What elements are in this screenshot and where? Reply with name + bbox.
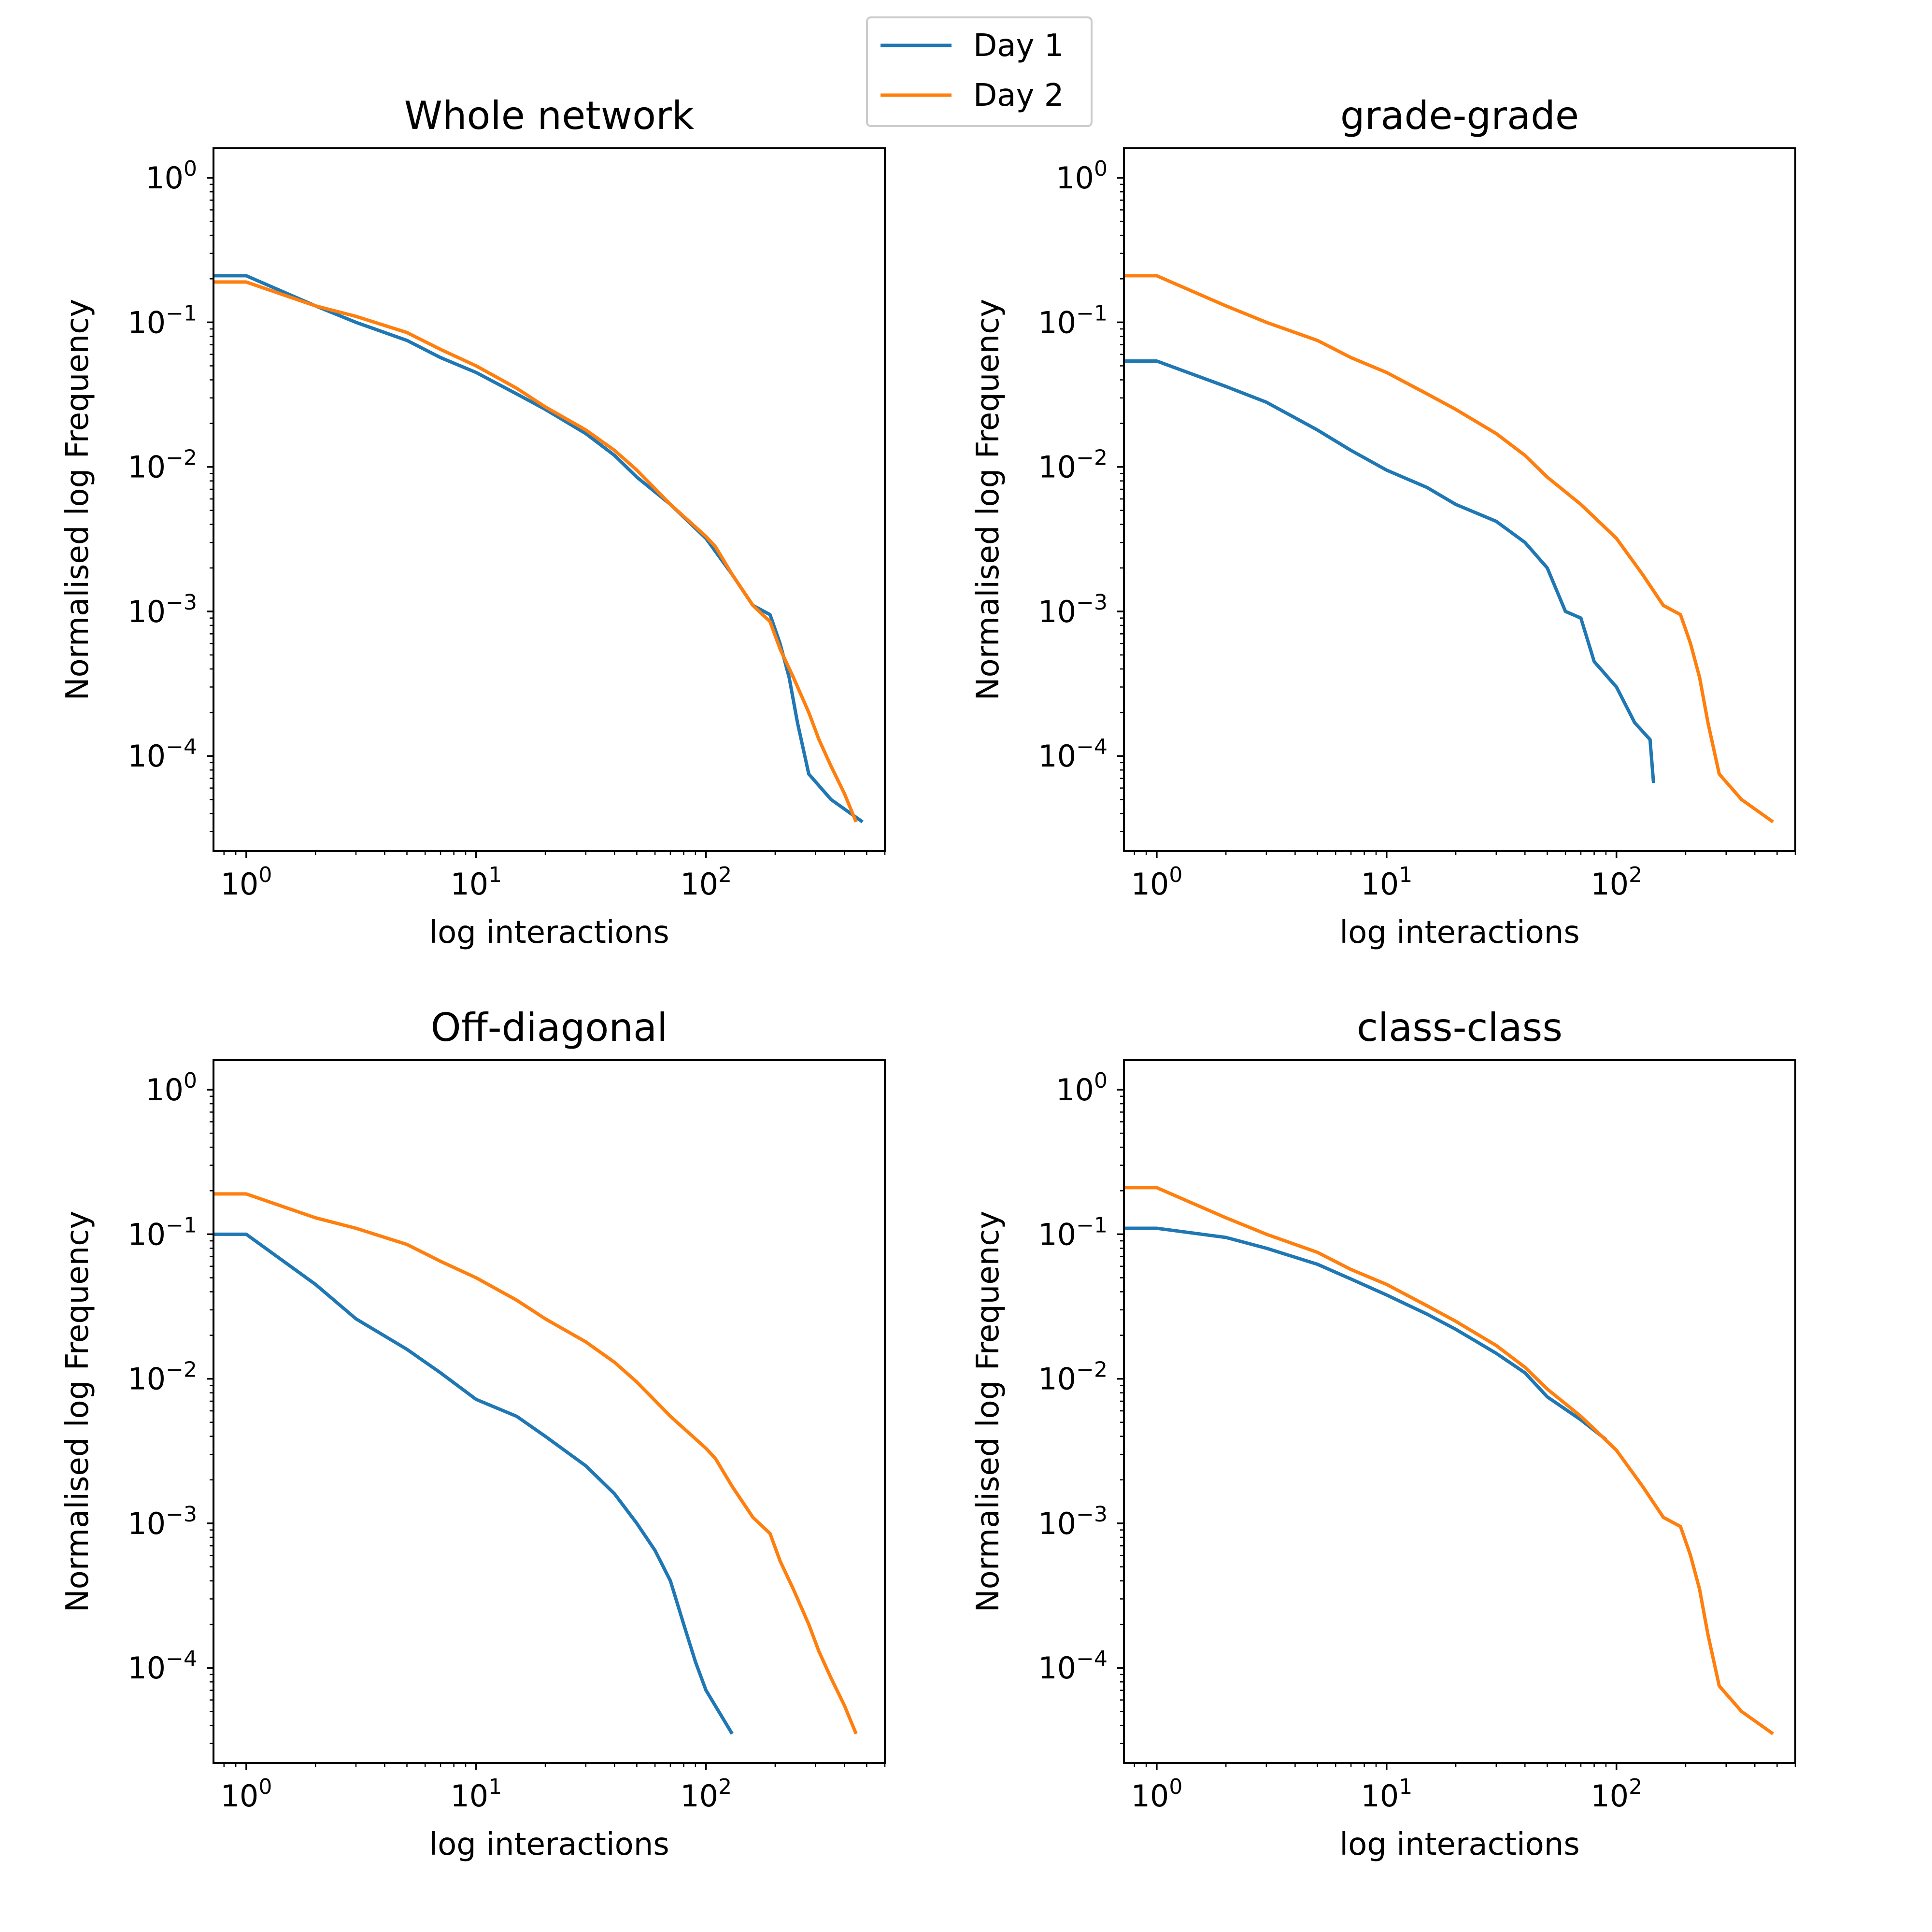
- x-tick-label: 101: [1361, 1775, 1412, 1814]
- x-axis-label: log interactions: [1339, 1827, 1579, 1862]
- y-tick-label: 10−4: [128, 735, 197, 774]
- y-axis-label: Normalised log Frequency: [60, 299, 96, 701]
- plot-area: [1124, 274, 1774, 824]
- y-tick-label: 10−3: [1038, 1502, 1108, 1541]
- subplot-class-class: 100 101 102 100 10−1 10−2 10−3 10−4 class-class l…: [970, 1005, 1796, 1862]
- series-line-day-2: [213, 280, 858, 823]
- y-tick-label: 100: [145, 1068, 197, 1108]
- legend-label-day-1: Day 1: [973, 28, 1064, 64]
- series-line-day-1: [213, 274, 864, 824]
- series-line-day-2: [213, 1192, 858, 1735]
- subplot-title: Whole network: [404, 93, 695, 138]
- y-axis-label: Normalised log Frequency: [970, 299, 1006, 701]
- y-tick-label: 10−4: [1038, 735, 1108, 774]
- y-tick-label: 10−4: [1038, 1647, 1108, 1686]
- subplot-title: grade-grade: [1340, 93, 1579, 138]
- y-tick-label: 10−1: [1038, 301, 1108, 340]
- y-tick-label: 10−2: [128, 446, 197, 485]
- y-tick-label: 10−1: [128, 1213, 197, 1252]
- x-tick-label: 102: [680, 1775, 732, 1814]
- y-tick-label: 10−4: [128, 1647, 197, 1686]
- plot-area: [1124, 1186, 1774, 1735]
- axes-frame: [213, 1059, 886, 1764]
- series-line-day-2: [1124, 274, 1774, 824]
- x-tick-label: 100: [1131, 1775, 1182, 1814]
- x-tick-label: 100: [220, 863, 272, 902]
- y-tick-label: 10−3: [1038, 590, 1108, 629]
- x-tick-label: 101: [450, 863, 502, 902]
- series-line-day-1: [1124, 1226, 1607, 1441]
- y-tick-label: 100: [145, 156, 197, 196]
- y-tick-label: 10−2: [1038, 1358, 1108, 1397]
- x-tick-label: 102: [1591, 863, 1642, 902]
- axes-frame: [213, 147, 886, 852]
- y-tick-label: 10−2: [128, 1358, 197, 1397]
- subplot-whole-network: 100 101 102 100 10−1 10−2 10−3 10−4 Whole networ…: [60, 93, 886, 951]
- subplot-grid: 100 101 102 100 10−1 10−2 10−3 10−4 Whole networ…: [60, 93, 1796, 1862]
- y-tick-label: 10−3: [128, 1502, 197, 1541]
- series-line-day-2: [1124, 1186, 1774, 1735]
- subplot-grade-grade: 100 101 102 100 10−1 10−2 10−3 10−4 grade-grade l…: [970, 93, 1796, 951]
- x-axis-label: log interactions: [1339, 915, 1579, 951]
- subplot-title: class-class: [1357, 1005, 1563, 1050]
- x-tick-label: 102: [1591, 1775, 1642, 1814]
- subplot-title: Off-diagonal: [431, 1005, 668, 1050]
- legend-label-day-2: Day 2: [973, 78, 1064, 114]
- y-tick-label: 10−1: [1038, 1213, 1108, 1252]
- legend: Day 1 Day 2: [866, 16, 1093, 127]
- y-axis-label: Normalised log Frequency: [60, 1211, 96, 1613]
- plot-area: [213, 274, 864, 824]
- y-tick-label: 10−3: [128, 590, 197, 629]
- x-axis-label: log interactions: [429, 915, 669, 951]
- series-line-day-1: [213, 1232, 734, 1735]
- plot-area: [213, 1192, 858, 1735]
- x-tick-label: 102: [680, 863, 732, 902]
- x-tick-label: 100: [220, 1775, 272, 1814]
- y-tick-label: 100: [1056, 156, 1108, 196]
- y-tick-label: 10−2: [1038, 446, 1108, 485]
- x-tick-label: 100: [1131, 863, 1182, 902]
- y-axis-label: Normalised log Frequency: [970, 1211, 1006, 1613]
- x-tick-label: 101: [1361, 863, 1412, 902]
- x-tick-label: 101: [450, 1775, 502, 1814]
- x-axis-label: log interactions: [429, 1827, 669, 1862]
- series-line-day-1: [1124, 359, 1655, 783]
- axes-frame: [1123, 147, 1796, 852]
- subplot-off-diagonal: 100 101 102 100 10−1 10−2 10−3 10−4 Off-diagonal…: [60, 1005, 886, 1862]
- y-tick-label: 100: [1056, 1068, 1108, 1108]
- y-tick-label: 10−1: [128, 301, 197, 340]
- axes-frame: [1123, 1059, 1796, 1764]
